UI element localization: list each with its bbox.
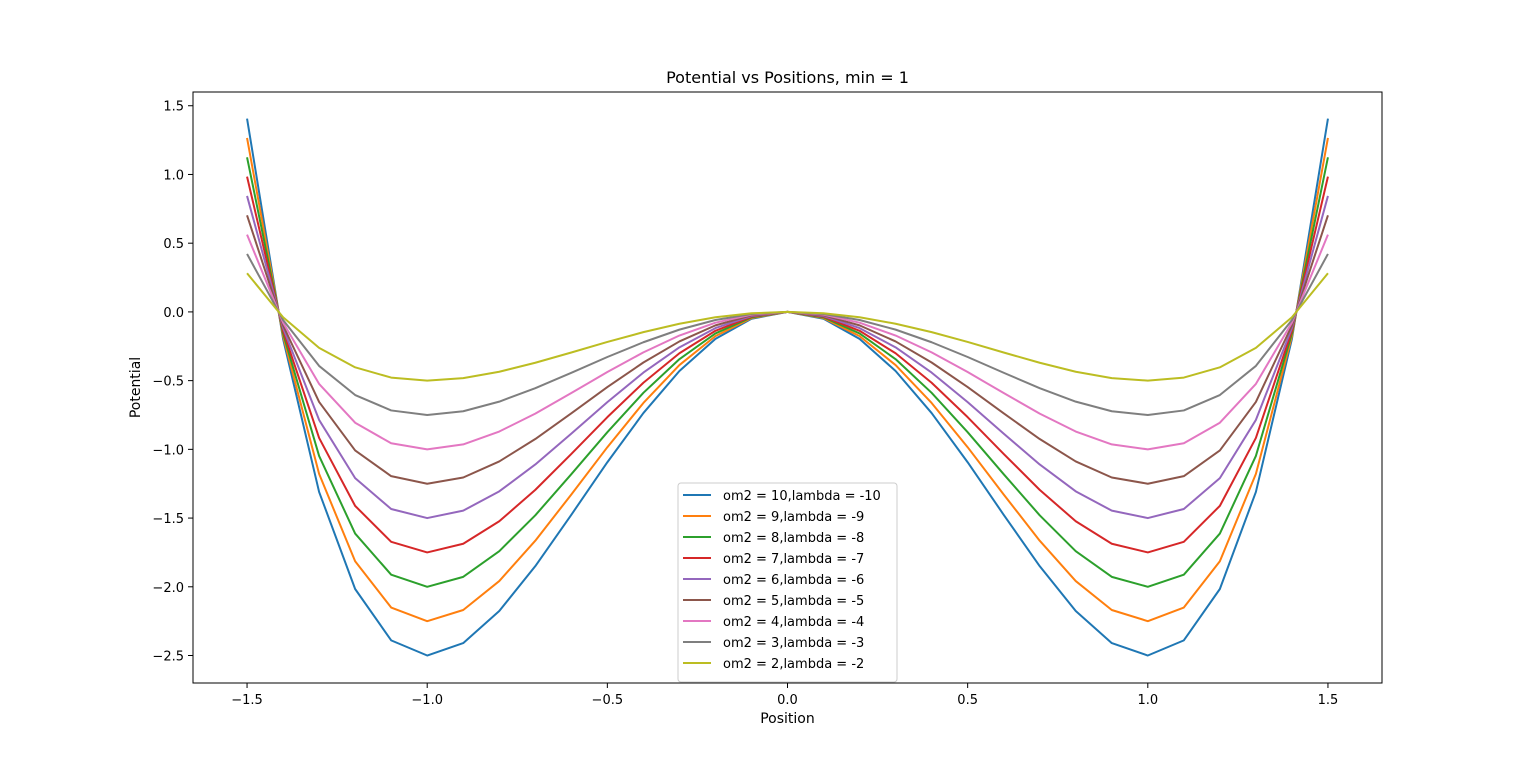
y-tick-label: −1.0	[152, 443, 184, 458]
y-tick-label: 0.5	[163, 237, 184, 252]
legend-label: om2 = 10,lambda = -10	[723, 489, 881, 504]
x-tick-label: −1.5	[231, 693, 263, 708]
legend-label: om2 = 3,lambda = -3	[723, 636, 864, 651]
x-tick-label: −0.5	[592, 693, 624, 708]
x-tick-label: 1.0	[1137, 693, 1158, 708]
legend-label: om2 = 6,lambda = -6	[723, 573, 864, 588]
legend-box	[677, 482, 898, 683]
y-tick-label: 1.5	[163, 100, 184, 115]
chart-title: Potential vs Positions, min = 1	[666, 68, 909, 87]
legend-label: om2 = 4,lambda = -4	[723, 615, 864, 630]
series-line-9	[246, 272, 1329, 382]
legend-label: om2 = 8,lambda = -8	[723, 531, 864, 546]
y-tick-label: −2.0	[152, 581, 184, 596]
y-tick-label: 0.0	[163, 306, 184, 321]
legend-label: om2 = 2,lambda = -2	[723, 657, 864, 672]
plot-area	[246, 118, 1329, 657]
y-axis-label: Potential	[128, 357, 144, 418]
series-line-7	[246, 234, 1329, 451]
x-tick-label: 0.0	[777, 693, 798, 708]
y-tick-label: −0.5	[152, 375, 184, 390]
legend-label: om2 = 7,lambda = -7	[723, 552, 864, 567]
y-tick-label: −2.5	[152, 650, 184, 665]
y-tick-label: −1.5	[152, 512, 184, 527]
legend: om2 = 10,lambda = -10 om2 = 9,lambda = -9…	[677, 482, 898, 683]
legend-label: om2 = 5,lambda = -5	[723, 594, 864, 609]
x-axis: −1.5 −1.0 −0.5 0.0 0.5 1.0 1.5	[231, 683, 1338, 708]
x-tick-label: −1.0	[411, 693, 443, 708]
legend-label: om2 = 9,lambda = -9	[723, 510, 864, 525]
y-axis: −2.5 −2.0 −1.5 −1.0 −0.5 0.0 0.5 1.0 1.5	[152, 100, 193, 665]
series-line-5	[246, 195, 1329, 520]
y-tick-label: 1.0	[163, 168, 184, 183]
series-line-6	[246, 214, 1329, 485]
x-tick-label: 1.5	[1318, 693, 1339, 708]
x-axis-label: Position	[760, 711, 815, 727]
x-tick-label: 0.5	[957, 693, 978, 708]
series-line-8	[246, 253, 1329, 416]
